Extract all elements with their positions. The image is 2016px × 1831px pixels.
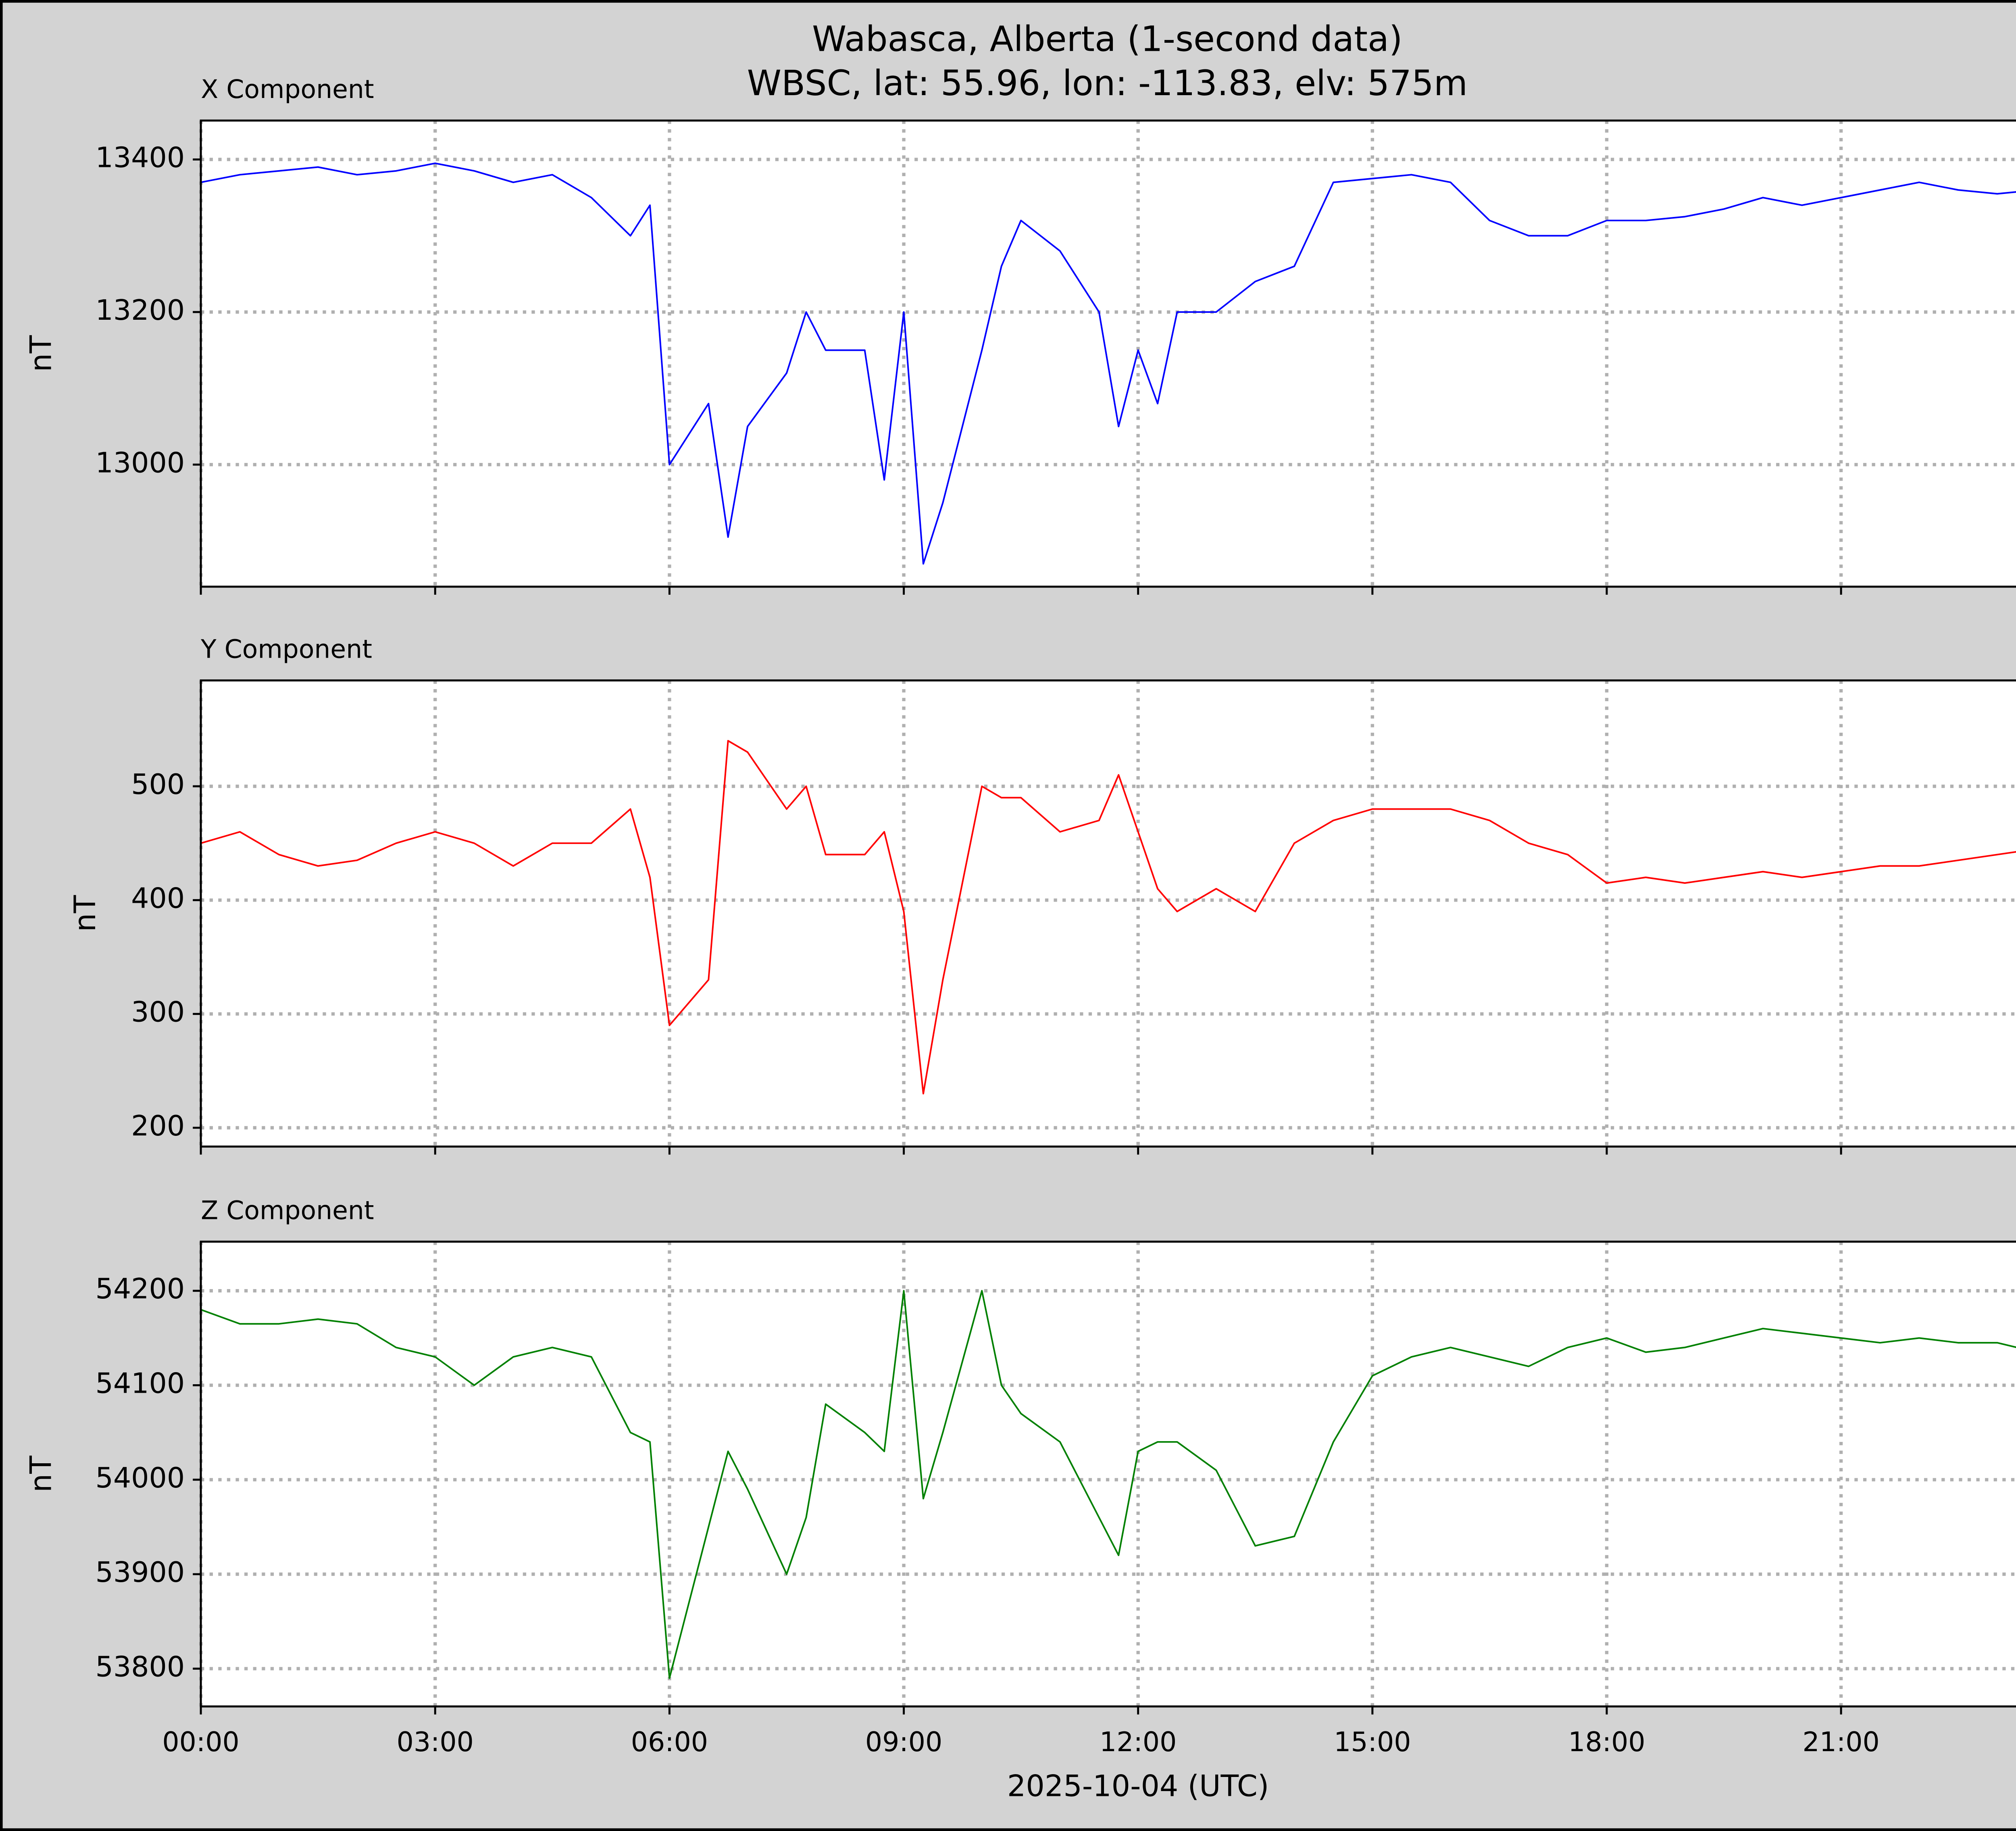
plot-area (201, 120, 2016, 587)
y-tick-label: 54000 (95, 1462, 185, 1494)
x-tick-label: 18:00 (1568, 1726, 1645, 1758)
x-tick-label: 21:00 (1802, 1726, 1879, 1758)
x-tick-label: 12:00 (1100, 1726, 1177, 1758)
panel-title: Z Component (201, 1195, 374, 1225)
y-tick-label: 200 (131, 1110, 185, 1142)
y-axis-label: nT (24, 335, 58, 372)
y-tick-label: 53800 (95, 1650, 185, 1683)
x-tick-label: 15:00 (1334, 1726, 1411, 1758)
y-tick-label: 53900 (95, 1556, 185, 1589)
figure-subtitle: WBSC, lat: 55.96, lon: -113.83, elv: 575… (747, 63, 1468, 104)
y-tick-label: 300 (131, 996, 185, 1029)
panel-title: Y Component (200, 634, 372, 664)
x-tick-label: 00:00 (162, 1726, 239, 1758)
data-line (200, 740, 2016, 1095)
y-tick-label: 400 (131, 882, 185, 914)
y-axis-label: nT (24, 1456, 58, 1492)
x-tick-label: 03:00 (397, 1726, 474, 1758)
y-tick-label: 500 (131, 768, 185, 801)
y-tick-label: 54100 (95, 1367, 185, 1400)
y-axis-label: nT (68, 895, 102, 932)
plot-frame (200, 1240, 2016, 1708)
x-tick-label: 09:00 (865, 1726, 942, 1758)
data-line (200, 162, 2016, 565)
plot-frame (200, 679, 2016, 1148)
plot-frame (200, 119, 2016, 588)
y-tick-label: 54200 (95, 1273, 185, 1305)
plot-area (201, 1241, 2016, 1707)
data-line (200, 1290, 2016, 1679)
y-tick-label: 13400 (95, 141, 185, 174)
figure-title: Wabasca, Alberta (1-second data) (812, 19, 1403, 59)
x-tick-label: 06:00 (631, 1726, 708, 1758)
panel-title: X Component (201, 74, 374, 104)
plot-area (201, 680, 2016, 1147)
y-tick-label: 13000 (95, 446, 185, 479)
y-tick-label: 13200 (95, 294, 185, 327)
x-axis-label: 2025-10-04 (UTC) (1007, 1769, 1269, 1804)
